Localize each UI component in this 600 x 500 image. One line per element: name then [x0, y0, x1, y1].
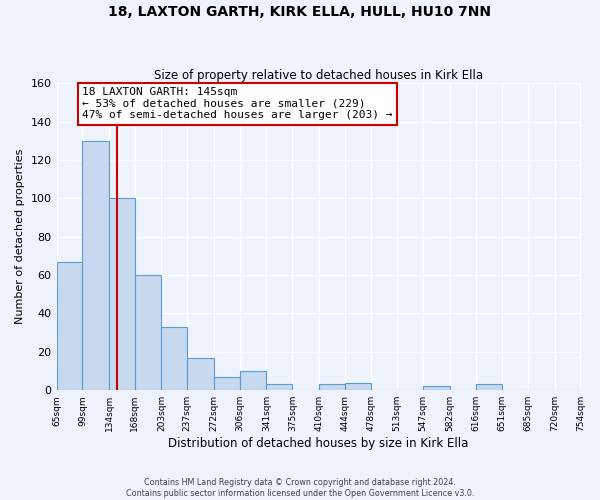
Bar	[476, 384, 502, 390]
Bar	[109, 198, 135, 390]
Bar	[161, 327, 187, 390]
Text: 18, LAXTON GARTH, KIRK ELLA, HULL, HU10 7NN: 18, LAXTON GARTH, KIRK ELLA, HULL, HU10 …	[109, 5, 491, 19]
Y-axis label: Number of detached properties: Number of detached properties	[15, 149, 25, 324]
Bar	[135, 275, 161, 390]
Text: 18 LAXTON GARTH: 145sqm
← 53% of detached houses are smaller (229)
47% of semi-d: 18 LAXTON GARTH: 145sqm ← 53% of detache…	[82, 87, 393, 120]
Bar	[187, 358, 214, 390]
Text: Contains HM Land Registry data © Crown copyright and database right 2024.
Contai: Contains HM Land Registry data © Crown c…	[126, 478, 474, 498]
Bar	[423, 386, 450, 390]
Bar	[266, 384, 292, 390]
Bar	[214, 377, 240, 390]
Bar	[319, 384, 345, 390]
Title: Size of property relative to detached houses in Kirk Ella: Size of property relative to detached ho…	[154, 69, 483, 82]
Bar	[82, 140, 109, 390]
Bar	[240, 371, 266, 390]
X-axis label: Distribution of detached houses by size in Kirk Ella: Distribution of detached houses by size …	[169, 437, 469, 450]
Bar	[56, 262, 82, 390]
Bar	[345, 382, 371, 390]
